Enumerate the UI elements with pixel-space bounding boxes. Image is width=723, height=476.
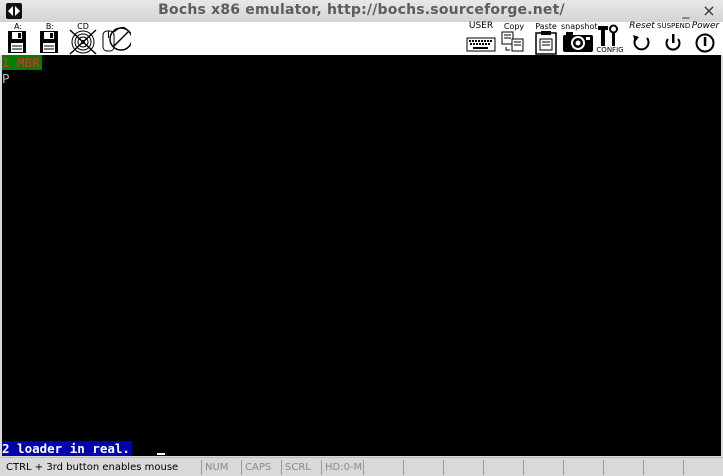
keyboard-icon bbox=[466, 37, 496, 52]
power-button[interactable]: Power bbox=[689, 22, 722, 55]
cdrom-label: CD bbox=[77, 22, 89, 31]
status-slot-empty bbox=[603, 460, 643, 475]
reset-label: Reset bbox=[629, 21, 655, 31]
floppy-icon bbox=[8, 31, 26, 53]
status-slot-empty bbox=[683, 460, 723, 475]
minimize-button[interactable]: _ bbox=[682, 3, 690, 19]
user-label: USER bbox=[468, 21, 494, 31]
status-slot-empty bbox=[403, 460, 443, 475]
status-slot-empty bbox=[483, 460, 523, 475]
floppy-icon bbox=[40, 31, 58, 53]
hd-indicator: HD:0-M bbox=[321, 460, 363, 475]
screen-text-p: P bbox=[2, 71, 10, 86]
copy-icon bbox=[501, 31, 524, 52]
status-slot-empty bbox=[563, 460, 603, 475]
text-cursor bbox=[157, 453, 165, 455]
status-slot-empty bbox=[523, 460, 563, 475]
mbr-line: 1 MBR bbox=[2, 55, 42, 70]
status-slot-empty bbox=[643, 460, 683, 475]
config-icon bbox=[598, 24, 618, 46]
bochs-app-icon bbox=[6, 3, 22, 19]
toolbar: A: B: CD bbox=[0, 22, 723, 55]
mouse-disabled-icon bbox=[102, 26, 131, 52]
window-title: Bochs x86 emulator, http://bochs.sourcef… bbox=[158, 2, 565, 18]
power-label: Power bbox=[691, 21, 720, 31]
floppy-a-label: A: bbox=[13, 22, 23, 31]
caps-lock-indicator: CAPS bbox=[241, 460, 281, 475]
paste-label: Paste bbox=[535, 22, 557, 31]
copy-label: Copy bbox=[503, 22, 525, 31]
user-button[interactable]: USER bbox=[466, 22, 496, 55]
floppy-a-button[interactable]: A: bbox=[5, 22, 31, 55]
num-lock-indicator: NUM bbox=[201, 460, 241, 475]
reset-icon bbox=[633, 35, 650, 51]
config-button[interactable]: CONFIG bbox=[596, 22, 624, 55]
vga-screen[interactable]: 1 MBR P 2 loader in real. bbox=[2, 55, 721, 456]
reset-button[interactable]: Reset bbox=[626, 22, 658, 55]
paste-icon bbox=[535, 31, 557, 55]
mouse-hint-text: CTRL + 3rd button enables mouse bbox=[6, 462, 179, 473]
floppy-b-label: B: bbox=[45, 22, 55, 31]
snapshot-label: snapshot bbox=[561, 22, 598, 31]
snapshot-button[interactable]: snapshot bbox=[561, 22, 598, 55]
suspend-button[interactable]: SUSPEND bbox=[657, 22, 691, 55]
loader-line: 2 loader in real. bbox=[2, 441, 132, 456]
suspend-label: SUSPEND bbox=[657, 22, 691, 30]
floppy-b-button[interactable]: B: bbox=[37, 22, 63, 55]
scroll-lock-indicator: SCRL bbox=[281, 460, 321, 475]
config-label: CONFIG bbox=[596, 46, 624, 54]
suspend-icon bbox=[665, 34, 681, 51]
status-bar: CTRL + 3rd button enables mouse NUM CAPS… bbox=[0, 457, 723, 476]
cdrom-button[interactable]: CD bbox=[67, 22, 99, 55]
title-bar[interactable]: Bochs x86 emulator, http://bochs.sourcef… bbox=[0, 0, 723, 23]
cdrom-icon bbox=[69, 29, 97, 55]
camera-icon bbox=[563, 32, 593, 52]
copy-button[interactable]: Copy bbox=[500, 22, 528, 55]
mouse-toggle-button[interactable] bbox=[99, 22, 131, 55]
close-button[interactable]: × bbox=[702, 1, 716, 20]
paste-button[interactable]: Paste bbox=[532, 22, 560, 55]
status-slot-empty bbox=[363, 460, 403, 475]
status-slot-empty bbox=[443, 460, 483, 475]
power-icon bbox=[695, 33, 715, 53]
